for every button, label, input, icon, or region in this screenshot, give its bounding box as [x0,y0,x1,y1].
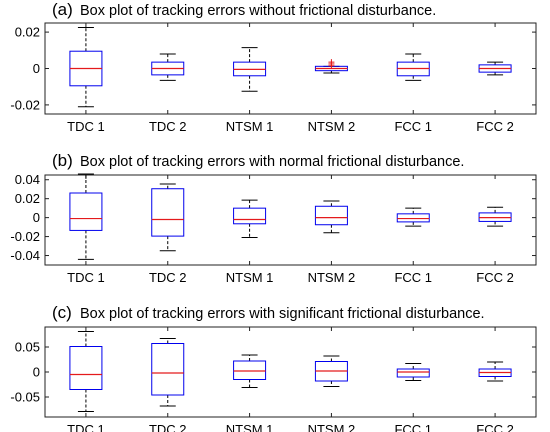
panel-a-box-fcc-1 [396,53,430,81]
panel-c-title: Box plot of tracking errors with signifi… [80,306,485,322]
iqr-box [314,205,348,226]
panel-b-ytick-label: -0.02 [10,229,40,244]
panel-b-ytick-label: 0.02 [15,191,40,206]
panel-a-box-ntsm-1 [233,47,267,92]
panel-c-box-fcc-1 [396,363,430,381]
panel-c-xtick-label: TDC 2 [149,422,187,432]
panel-a-ytick-label: 0.02 [15,25,40,40]
panel-c-box-ntsm-2 [314,355,348,387]
panel-b-title-label: (b) [52,151,73,170]
iqr-box [396,368,430,378]
panel-b: (b) Box plot of tracking errors with nor… [10,151,537,285]
panel-b-xtick-label: TDC 2 [149,270,187,285]
panel-a-ytick-label: 0 [33,61,40,76]
iqr-box [233,207,267,225]
panel-b-title: Box plot of tracking errors with normal … [80,154,464,170]
panel-b-ytick-label: -0.04 [10,248,40,263]
panel-c-box-tdc-2 [151,338,185,407]
panel-b-box-fcc-2 [478,206,512,227]
panel-b-box-ntsm-1 [233,199,267,239]
panel-c-xtick-label: FCC 1 [394,422,432,432]
panel-c-plot: -0.05 0 0.05 TDC 1 TDC 2 NTSM 1 NTSM 2 FCC 1 FCC… [10,326,537,432]
panel-c-xtick-label: NTSM 1 [226,422,274,432]
iqr-box [151,188,185,237]
iqr-box [151,343,185,396]
panel-c-ytick-label: -0.05 [10,390,40,405]
panel-c-ytick-label: 0.05 [15,340,40,355]
panel-b-xtick-label: NTSM 1 [226,270,274,285]
panel-a-box-fcc-2 [478,61,512,76]
panel-c-box-ntsm-1 [233,354,267,388]
panel-a-xtick-label: FCC 1 [394,119,432,134]
panel-a-ytick-label: -0.02 [10,97,40,112]
panel-b-plot: -0.04 -0.02 0 0.02 0.04 TDC 1 TDC 2 NTSM 1 NTSM … [10,172,537,285]
panel-b-box-tdc-1 [69,173,103,260]
panel-b-xtick-label: NTSM 2 [308,270,356,285]
panel-c-xtick-label: NTSM 2 [308,422,356,432]
panel-a-xtick-label: FCC 2 [476,119,514,134]
panel-a-title-label: (a) [52,0,73,19]
panel-b-ytick-label: 0 [33,210,40,225]
panel-b-ytick-label: 0.04 [15,172,40,187]
iqr-box [69,346,103,390]
panel-c-xtick-label: FCC 2 [476,422,514,432]
panel-a-xtick-label: TDC 2 [149,119,187,134]
panel-b-xtick-label: FCC 2 [476,270,514,285]
panel-a-plot: -0.02 0 0.02 TDC 1 TDC 2 NTSM 1 NTSM 2 FCC 1 FCC… [10,22,537,134]
iqr-box [69,192,103,231]
panel-a-title: Box plot of tracking errors without fric… [80,3,436,19]
panel-a-box-tdc-1 [69,27,103,108]
panel-b-box-tdc-2 [151,183,185,252]
panel-a-xtick-label: TDC 1 [67,119,105,134]
panel-a-box-ntsm-2 [314,59,348,74]
panel-b-box-ntsm-2 [314,200,348,234]
panel-b-xtick-label: FCC 1 [394,270,432,285]
panel-c-box-fcc-2 [478,361,512,382]
panel-b-xtick-label: TDC 1 [67,270,105,285]
iqr-box [396,213,430,223]
panel-c-box-tdc-1 [69,331,103,412]
panel-a: (a) Box plot of tracking errors without … [10,0,537,134]
panel-a-box-tdc-2 [151,53,185,81]
iqr-box [233,360,267,380]
panel-a-xtick-label: NTSM 2 [308,119,356,134]
panel-c-title-label: (c) [52,303,72,322]
panel-b-axes-frame [44,174,537,266]
panel-c: (c) Box plot of tracking errors with sig… [10,303,537,432]
panel-b-box-fcc-1 [396,207,430,227]
panel-a-xtick-label: NTSM 1 [226,119,274,134]
panel-c-ytick-label: 0 [33,365,40,380]
panel-c-xtick-label: TDC 1 [67,422,105,432]
